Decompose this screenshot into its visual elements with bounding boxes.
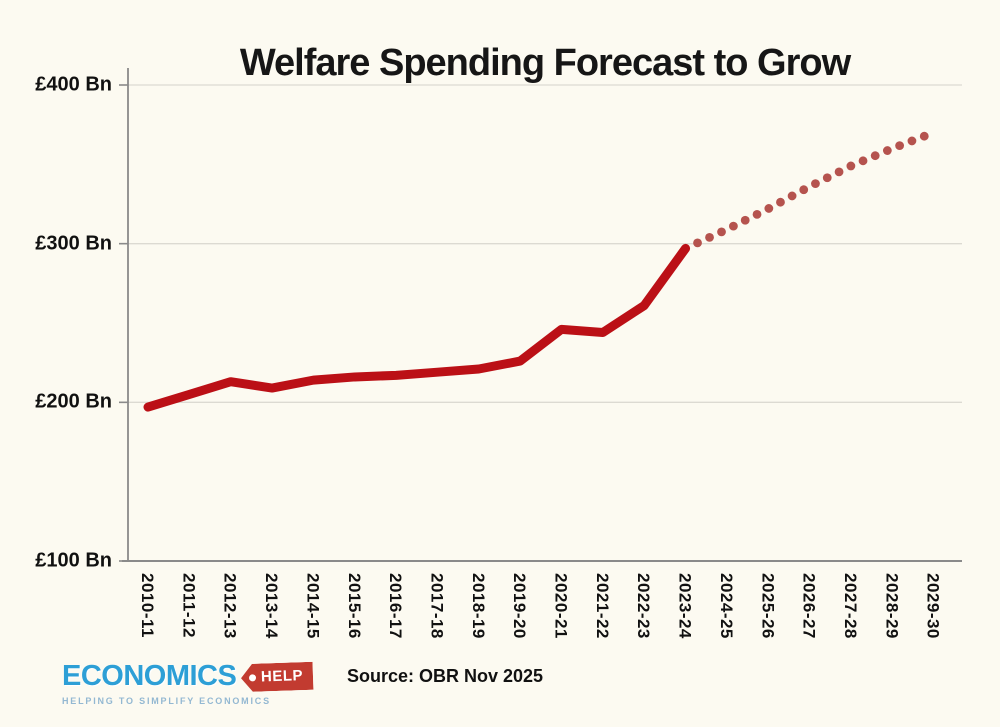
forecast-dot: [895, 141, 905, 151]
x-axis-label: 2022-23: [634, 573, 654, 639]
x-axis-label: 2018-19: [468, 573, 488, 639]
x-axis-label: 2029-30: [923, 573, 943, 639]
y-axis-label: £100 Bn: [35, 549, 112, 572]
y-axis-label: £200 Bn: [35, 390, 112, 413]
actual-spending-line: [143, 243, 691, 412]
logo-tagline: HELPING TO SIMPLIFY ECONOMICS: [62, 696, 271, 706]
x-axis-label: 2017-18: [427, 573, 447, 639]
forecast-dot: [822, 173, 832, 183]
x-axis-label: 2012-13: [220, 573, 240, 639]
forecast-dot: [729, 221, 738, 231]
x-axis-label: 2015-16: [344, 573, 364, 639]
x-axis-label: 2024-25: [716, 573, 736, 639]
x-axis-label: 2023-24: [675, 573, 695, 639]
forecast-dot: [811, 179, 820, 189]
y-axis-label: £400 Bn: [35, 73, 112, 96]
forecast-dot: [787, 191, 797, 201]
x-axis-label: 2028-29: [882, 573, 902, 639]
x-axis-label: 2025-26: [758, 573, 778, 639]
x-axis-label: 2019-20: [510, 573, 530, 639]
chart-title: Welfare Spending Forecast to Grow: [239, 42, 851, 84]
forecast-dot: [693, 238, 702, 248]
forecast-dot: [752, 209, 762, 219]
x-axis-label: 2027-28: [840, 573, 860, 639]
forecast-dot: [834, 167, 844, 177]
x-axis-label: 2026-27: [799, 573, 819, 639]
forecast-dot: [882, 146, 892, 155]
economicshelp-logo: ECONOMICS HELP HELPING TO SIMPLIFY ECONO…: [62, 660, 282, 706]
forecast-dot: [799, 185, 809, 195]
x-axis-label: 2016-17: [386, 573, 406, 639]
y-axis-label: £300 Bn: [35, 232, 112, 255]
logo-brand-text: ECONOMICS: [62, 660, 237, 692]
x-axis-label: 2014-15: [303, 573, 323, 639]
x-axis-label: 2020-21: [551, 573, 571, 639]
forecast-dot: [858, 156, 868, 166]
x-axis-label: 2011-12: [179, 573, 199, 638]
forecast-dot: [740, 215, 750, 225]
forecast-dot: [870, 151, 880, 161]
forecast-dot: [705, 232, 714, 242]
logo-price-tag-icon: HELP: [241, 661, 314, 691]
x-axis-label: 2010-11: [138, 573, 157, 638]
source-note: Source: OBR Nov 2025: [346, 666, 544, 686]
logo-tag-text: HELP: [261, 666, 304, 686]
forecast-dot: [907, 136, 917, 146]
forecast-dot: [846, 161, 856, 171]
logo-tag-dot-icon: [249, 674, 256, 681]
forecast-dot: [776, 197, 785, 207]
x-axis-label: 2013-14: [262, 573, 282, 639]
forecast-dot: [764, 204, 774, 213]
forecast-dot: [717, 227, 726, 237]
forecast-dot: [919, 131, 929, 141]
x-axis-label: 2021-22: [592, 573, 612, 639]
